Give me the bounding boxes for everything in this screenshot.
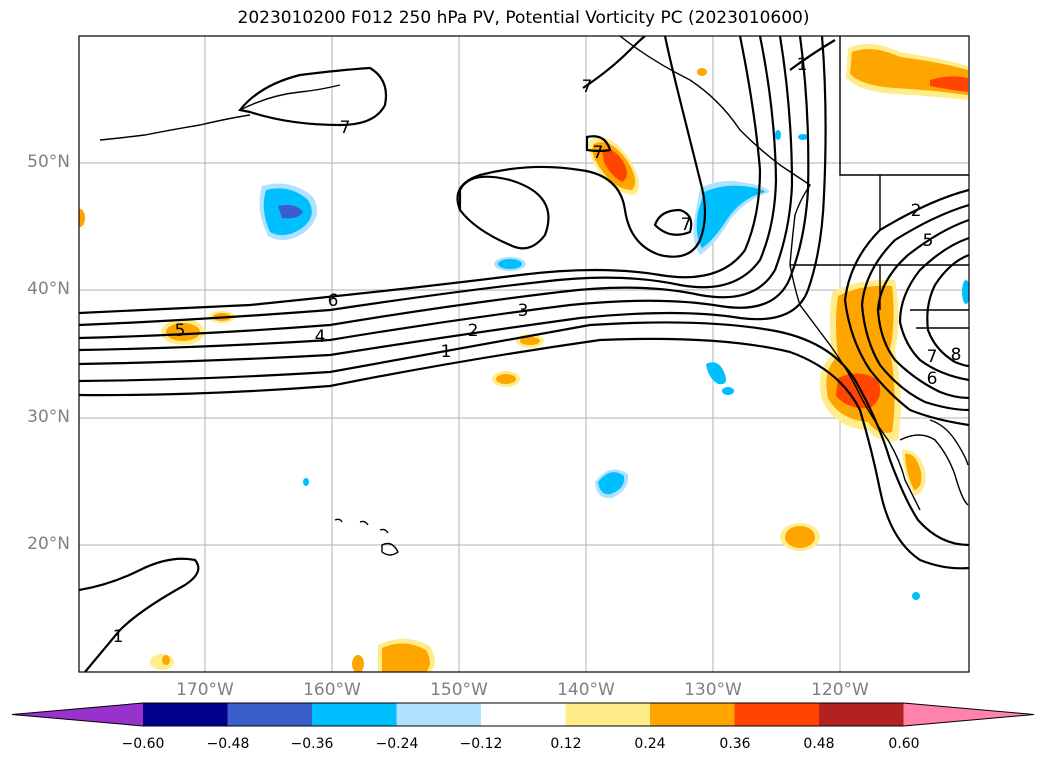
colorbar: [11, 702, 1035, 727]
lat-label: 20°N: [27, 534, 70, 554]
contour-label: 1: [797, 55, 808, 75]
contour-label: 2: [911, 201, 922, 221]
colorbar-tick-label: −0.24: [375, 736, 419, 752]
colorbar-extend-max: [903, 703, 1034, 726]
contour-label: 7: [582, 77, 593, 97]
contour-label: 7: [593, 143, 604, 163]
map-frame: [79, 36, 969, 672]
colorbar-segment: [819, 703, 904, 726]
contour-labels: 7 7 1 7 7 6 5 4 3 2 1 2 5 6 7 8 1: [113, 55, 962, 647]
colorbar-tick-label: −0.12: [459, 736, 503, 752]
contour-label: 5: [175, 321, 186, 341]
contour-label: 8: [951, 345, 962, 365]
colorbar-segment: [143, 703, 228, 726]
coastlines: [99, 36, 969, 556]
colorbar-segment: [650, 703, 735, 726]
contour-label: 7: [340, 118, 351, 138]
map-border: [78, 35, 970, 673]
colorbar-segment: [481, 703, 566, 726]
contour-label: 1: [441, 342, 452, 362]
lat-label: 40°N: [27, 279, 70, 299]
colorbar-outline: [11, 702, 1035, 727]
map-title: 2023010200 F012 250 hPa PV, Potential Vo…: [237, 8, 810, 28]
lat-label: 50°N: [27, 152, 70, 172]
contour-label: 5: [923, 231, 934, 251]
lat-label: 30°N: [27, 407, 70, 427]
lon-label: 120°W: [811, 680, 869, 700]
colorbar-tick-label: 0.24: [634, 736, 666, 752]
contour-label: 2: [468, 321, 479, 341]
colorbar-tick-label: −0.48: [206, 736, 250, 752]
lon-label: 140°W: [557, 680, 615, 700]
colorbar-tick-label: −0.60: [121, 736, 165, 752]
lon-label: 130°W: [684, 680, 742, 700]
contour-label: 4: [315, 327, 326, 347]
lon-label: 160°W: [303, 680, 361, 700]
colorbar-tick-label: −0.36: [290, 736, 334, 752]
contour-label: 7: [927, 347, 938, 367]
colorbar-tick-label: 0.36: [719, 736, 751, 752]
lon-label: 150°W: [430, 680, 488, 700]
contour-label: 7: [681, 215, 692, 235]
pv-contours: [79, 36, 969, 672]
colorbar-segment: [312, 703, 397, 726]
colorbar-segment: [565, 703, 651, 726]
colorbar-tick-label: 0.60: [888, 736, 920, 752]
colorbar-tick-label: 0.12: [550, 736, 582, 752]
colorbar-segment: [227, 703, 313, 726]
contour-label: 6: [328, 291, 339, 311]
contour-label: 3: [518, 301, 529, 321]
contour-label: 6: [927, 369, 938, 389]
colorbar-segment: [734, 703, 820, 726]
lon-label: 170°W: [176, 680, 234, 700]
colorbar-extend-min: [12, 703, 143, 726]
colorbar-tick-label: 0.48: [803, 736, 835, 752]
colorbar-segment: [396, 703, 482, 726]
contour-label: 1: [113, 627, 124, 647]
